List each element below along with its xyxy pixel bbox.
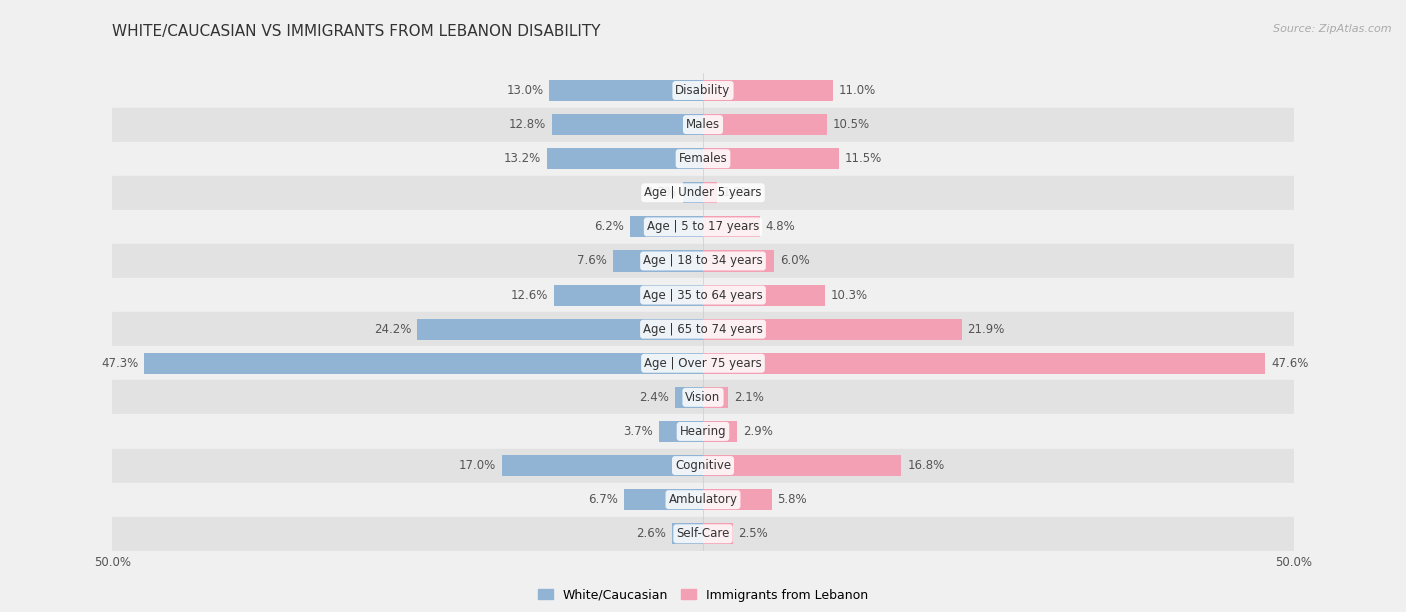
Text: Age | Over 75 years: Age | Over 75 years	[644, 357, 762, 370]
Bar	[112, 517, 1294, 551]
Text: 47.6%: 47.6%	[1271, 357, 1309, 370]
Text: Females: Females	[679, 152, 727, 165]
Bar	[112, 346, 1294, 380]
Text: Age | 18 to 34 years: Age | 18 to 34 years	[643, 255, 763, 267]
Bar	[112, 414, 1294, 449]
Text: Source: ZipAtlas.com: Source: ZipAtlas.com	[1274, 24, 1392, 34]
Bar	[703, 489, 772, 510]
Bar	[703, 80, 832, 101]
Bar	[703, 319, 962, 340]
Text: 6.7%: 6.7%	[588, 493, 619, 506]
Text: 4.8%: 4.8%	[766, 220, 796, 233]
Bar	[550, 80, 703, 101]
Text: 10.3%: 10.3%	[831, 289, 868, 302]
Text: 16.8%: 16.8%	[907, 459, 945, 472]
Bar	[630, 216, 703, 237]
Bar	[703, 421, 737, 442]
Bar	[551, 114, 703, 135]
Text: Self-Care: Self-Care	[676, 528, 730, 540]
Text: 7.6%: 7.6%	[578, 255, 607, 267]
Text: 2.6%: 2.6%	[637, 528, 666, 540]
Legend: White/Caucasian, Immigrants from Lebanon: White/Caucasian, Immigrants from Lebanon	[533, 584, 873, 606]
Bar	[112, 73, 1294, 108]
Text: 12.8%: 12.8%	[509, 118, 546, 131]
Text: 2.4%: 2.4%	[638, 391, 669, 404]
Bar	[547, 148, 703, 170]
Text: 47.3%: 47.3%	[101, 357, 138, 370]
Text: 2.5%: 2.5%	[738, 528, 768, 540]
Bar	[112, 312, 1294, 346]
Text: 2.1%: 2.1%	[734, 391, 763, 404]
Text: WHITE/CAUCASIAN VS IMMIGRANTS FROM LEBANON DISABILITY: WHITE/CAUCASIAN VS IMMIGRANTS FROM LEBAN…	[112, 24, 600, 40]
Text: Age | Under 5 years: Age | Under 5 years	[644, 186, 762, 200]
Bar	[683, 182, 703, 203]
Bar	[703, 216, 759, 237]
Bar	[112, 449, 1294, 483]
Text: 6.2%: 6.2%	[593, 220, 624, 233]
Text: 12.6%: 12.6%	[510, 289, 548, 302]
Text: 13.0%: 13.0%	[506, 84, 544, 97]
Bar	[112, 483, 1294, 517]
Bar	[672, 523, 703, 544]
Bar	[703, 182, 717, 203]
Text: 10.5%: 10.5%	[832, 118, 870, 131]
Bar	[418, 319, 703, 340]
Bar	[659, 421, 703, 442]
Text: Age | 65 to 74 years: Age | 65 to 74 years	[643, 323, 763, 335]
Text: 21.9%: 21.9%	[967, 323, 1005, 335]
Text: 2.9%: 2.9%	[744, 425, 773, 438]
Text: 11.0%: 11.0%	[839, 84, 876, 97]
Text: 11.5%: 11.5%	[845, 152, 882, 165]
Bar	[112, 210, 1294, 244]
Bar	[112, 278, 1294, 312]
Bar	[613, 250, 703, 272]
Bar	[145, 353, 703, 374]
Bar	[112, 244, 1294, 278]
Bar	[703, 353, 1265, 374]
Bar	[703, 285, 825, 305]
Bar	[624, 489, 703, 510]
Bar	[675, 387, 703, 408]
Text: Ambulatory: Ambulatory	[668, 493, 738, 506]
Bar	[703, 387, 728, 408]
Text: Age | 5 to 17 years: Age | 5 to 17 years	[647, 220, 759, 233]
Bar	[703, 114, 827, 135]
Text: Vision: Vision	[685, 391, 721, 404]
Text: 17.0%: 17.0%	[460, 459, 496, 472]
Bar	[112, 176, 1294, 210]
Text: Cognitive: Cognitive	[675, 459, 731, 472]
Text: 3.7%: 3.7%	[624, 425, 654, 438]
Bar	[703, 250, 773, 272]
Bar	[703, 148, 839, 170]
Text: 1.7%: 1.7%	[647, 186, 678, 200]
Text: Males: Males	[686, 118, 720, 131]
Text: 5.8%: 5.8%	[778, 493, 807, 506]
Bar	[112, 141, 1294, 176]
Text: Age | 35 to 64 years: Age | 35 to 64 years	[643, 289, 763, 302]
Bar	[703, 523, 733, 544]
Bar	[703, 455, 901, 476]
Text: 6.0%: 6.0%	[780, 255, 810, 267]
Text: Hearing: Hearing	[679, 425, 727, 438]
Bar	[502, 455, 703, 476]
Bar	[112, 108, 1294, 141]
Bar	[554, 285, 703, 305]
Bar	[112, 380, 1294, 414]
Text: 24.2%: 24.2%	[374, 323, 412, 335]
Text: 1.2%: 1.2%	[723, 186, 754, 200]
Text: 13.2%: 13.2%	[503, 152, 541, 165]
Text: Disability: Disability	[675, 84, 731, 97]
